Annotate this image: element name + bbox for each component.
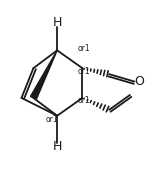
Text: or1: or1 [78, 96, 91, 105]
Text: or1: or1 [78, 44, 91, 53]
Text: or1: or1 [45, 115, 58, 124]
Text: H: H [52, 140, 62, 153]
Text: H: H [52, 16, 62, 29]
Text: O: O [135, 75, 145, 88]
Text: or1: or1 [78, 67, 91, 76]
Polygon shape [30, 50, 57, 99]
